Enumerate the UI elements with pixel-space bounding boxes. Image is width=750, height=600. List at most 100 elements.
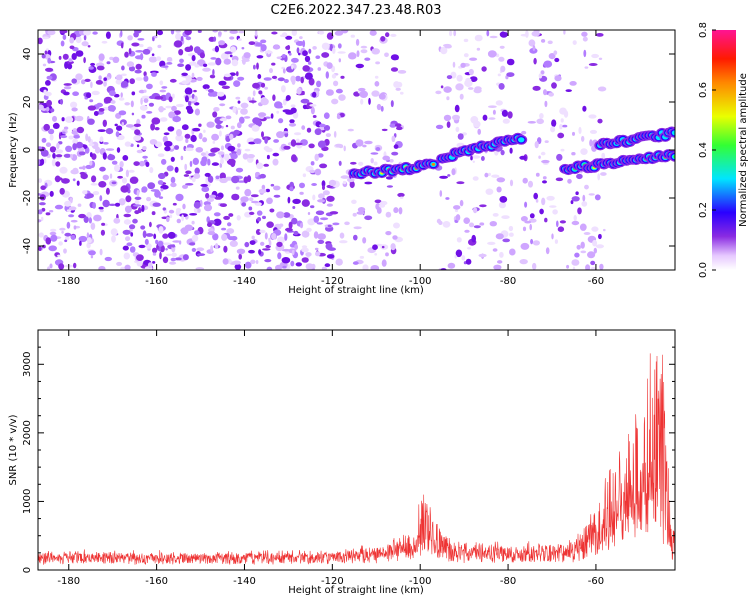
heatmap-cell bbox=[167, 231, 176, 239]
heatmap-cell bbox=[359, 90, 369, 99]
heatmap-cell bbox=[287, 196, 291, 204]
heatmap-cell bbox=[295, 262, 302, 267]
heatmap-cell bbox=[529, 223, 532, 231]
heatmap-cell bbox=[41, 137, 47, 143]
heatmap-cell bbox=[45, 80, 51, 86]
heatmap-cell bbox=[42, 63, 47, 67]
heatmap-cell bbox=[124, 102, 130, 106]
heatmap-cell bbox=[66, 60, 74, 65]
heatmap-cell bbox=[389, 159, 394, 163]
heatmap-cell bbox=[58, 241, 63, 246]
heatmap-cell bbox=[277, 252, 282, 260]
heatmap-cell bbox=[316, 222, 323, 225]
heatmap-cell bbox=[85, 133, 89, 142]
heatmap-cell bbox=[296, 138, 300, 142]
heatmap-cell bbox=[130, 232, 134, 237]
heatmap-cell bbox=[172, 116, 181, 123]
heatmap-cell bbox=[347, 128, 354, 132]
heatmap-cell bbox=[266, 221, 274, 228]
heatmap-cell bbox=[292, 206, 296, 209]
heatmap-cell bbox=[125, 169, 129, 178]
x-tick-label: -160 bbox=[145, 276, 168, 287]
heatmap-cell bbox=[266, 52, 272, 58]
heatmap-cell bbox=[237, 100, 241, 104]
heatmap-cell bbox=[581, 201, 588, 207]
heatmap-cell bbox=[167, 126, 175, 132]
heatmap-cell bbox=[519, 155, 527, 160]
heatmap-cell bbox=[535, 172, 540, 177]
heatmap-cell bbox=[83, 30, 91, 36]
heatmap-cell bbox=[157, 180, 164, 185]
heatmap-cell bbox=[195, 147, 204, 153]
heatmap-cell bbox=[98, 75, 102, 80]
heatmap-cell bbox=[364, 181, 373, 185]
heatmap-cell bbox=[193, 173, 201, 179]
heatmap-cell bbox=[144, 238, 149, 245]
heatmap-cell bbox=[317, 67, 322, 71]
heatmap-cell bbox=[394, 123, 402, 128]
heatmap-cell bbox=[79, 171, 86, 175]
heatmap-cell bbox=[120, 80, 129, 88]
heatmap-cell bbox=[151, 72, 157, 77]
heatmap-cell bbox=[162, 256, 169, 264]
heatmap-cell bbox=[42, 36, 49, 40]
heatmap-cell bbox=[240, 196, 249, 203]
heatmap-cell bbox=[207, 89, 214, 93]
heatmap-cell bbox=[207, 62, 217, 66]
heatmap-cell bbox=[266, 154, 270, 160]
y-tick-label: 40 bbox=[22, 48, 33, 61]
heatmap-cell bbox=[224, 153, 230, 162]
heatmap-cell bbox=[266, 266, 273, 270]
heatmap-cell bbox=[588, 63, 598, 66]
heatmap-cell bbox=[598, 233, 602, 240]
heatmap-cell bbox=[248, 100, 257, 103]
heatmap-cell bbox=[496, 186, 502, 193]
heatmap-cell bbox=[545, 247, 550, 255]
heatmap-cell bbox=[240, 108, 248, 115]
heatmap-cell bbox=[83, 34, 87, 41]
heatmap-cell bbox=[87, 118, 95, 125]
heatmap-cell bbox=[71, 53, 77, 60]
heatmap-cell bbox=[280, 34, 285, 37]
heatmap-cell bbox=[99, 208, 104, 213]
heatmap-cell bbox=[224, 51, 233, 55]
heatmap-cell bbox=[559, 107, 567, 115]
heatmap-cell bbox=[549, 205, 557, 208]
heatmap-cell bbox=[289, 181, 295, 188]
heatmap-cell bbox=[339, 112, 345, 118]
heatmap-cell bbox=[58, 55, 62, 60]
heatmap-cell bbox=[129, 176, 139, 184]
heatmap-cell bbox=[41, 207, 46, 212]
heatmap-cell bbox=[443, 114, 452, 122]
heatmap-cell bbox=[118, 97, 125, 101]
heatmap-cell bbox=[477, 128, 482, 135]
heatmap-x-label: Height of straight line (km) bbox=[288, 285, 424, 296]
heatmap-cell bbox=[223, 245, 228, 253]
heatmap-cell bbox=[68, 58, 73, 63]
heatmap-cell bbox=[274, 101, 283, 109]
heatmap-cell bbox=[291, 154, 297, 162]
heatmap-cell bbox=[554, 75, 562, 82]
heatmap-cell bbox=[235, 96, 241, 100]
heatmap-cell bbox=[310, 161, 315, 166]
heatmap-cell bbox=[137, 38, 145, 41]
heatmap-cell bbox=[583, 49, 587, 58]
heatmap-cell bbox=[105, 31, 111, 39]
heatmap-cell bbox=[223, 215, 231, 220]
heatmap-cell bbox=[219, 177, 228, 184]
heatmap-cell bbox=[61, 178, 70, 184]
heatmap-cell bbox=[489, 221, 497, 227]
heatmap-cell bbox=[308, 61, 312, 65]
heatmap-cell bbox=[230, 153, 238, 160]
heatmap-cell bbox=[78, 151, 86, 156]
heatmap-cell bbox=[102, 152, 107, 160]
heatmap-cell bbox=[62, 34, 67, 40]
heatmap-cell bbox=[45, 212, 51, 216]
heatmap-cell bbox=[40, 185, 46, 190]
heatmap-cell bbox=[56, 142, 60, 149]
y-tick-label: 0 bbox=[22, 147, 33, 153]
heatmap-cell bbox=[214, 45, 219, 53]
heatmap-cell bbox=[281, 248, 291, 252]
heatmap-cell bbox=[185, 183, 194, 186]
heatmap-cell bbox=[446, 75, 453, 80]
